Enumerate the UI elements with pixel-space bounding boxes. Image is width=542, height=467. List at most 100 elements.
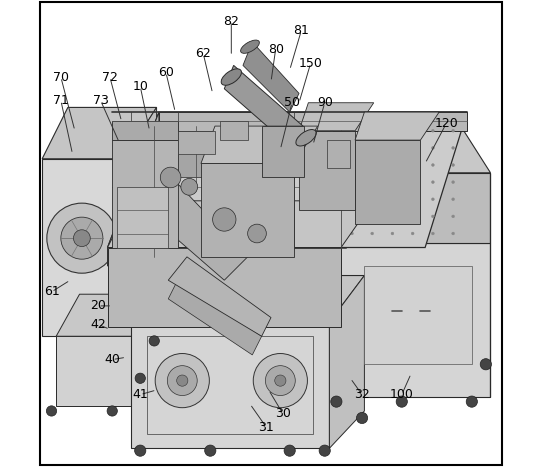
Circle shape	[391, 181, 394, 184]
Text: 90: 90	[317, 96, 333, 109]
Circle shape	[380, 203, 386, 208]
Circle shape	[135, 373, 145, 383]
Polygon shape	[159, 112, 467, 131]
Circle shape	[431, 198, 434, 201]
Bar	[327, 140, 350, 168]
Circle shape	[47, 203, 117, 273]
Circle shape	[391, 163, 394, 166]
Circle shape	[431, 163, 434, 166]
Circle shape	[451, 147, 455, 149]
Circle shape	[371, 163, 373, 166]
Circle shape	[269, 129, 273, 132]
Polygon shape	[201, 126, 318, 163]
Polygon shape	[285, 121, 491, 173]
Circle shape	[411, 163, 414, 166]
Circle shape	[160, 167, 181, 188]
Text: 60: 60	[158, 66, 174, 79]
Circle shape	[290, 129, 293, 132]
Circle shape	[269, 163, 273, 166]
Circle shape	[411, 147, 414, 149]
Circle shape	[391, 215, 394, 218]
Circle shape	[391, 232, 394, 235]
Circle shape	[431, 215, 434, 218]
Circle shape	[167, 366, 197, 396]
Circle shape	[411, 215, 414, 218]
Polygon shape	[107, 201, 374, 248]
Circle shape	[351, 198, 353, 201]
Polygon shape	[136, 294, 164, 406]
Circle shape	[351, 181, 353, 184]
Circle shape	[451, 163, 455, 166]
Polygon shape	[299, 103, 374, 131]
Polygon shape	[168, 257, 271, 336]
Polygon shape	[131, 276, 364, 322]
Circle shape	[330, 129, 333, 132]
Circle shape	[351, 163, 353, 166]
Circle shape	[290, 198, 293, 201]
Circle shape	[431, 147, 434, 149]
Polygon shape	[117, 187, 168, 248]
Polygon shape	[364, 266, 472, 364]
Circle shape	[330, 215, 333, 218]
Circle shape	[351, 147, 353, 149]
Circle shape	[290, 181, 293, 184]
Polygon shape	[330, 276, 364, 448]
Circle shape	[366, 203, 372, 208]
Text: 20: 20	[91, 299, 106, 312]
Polygon shape	[262, 126, 304, 177]
Polygon shape	[112, 140, 178, 248]
Circle shape	[451, 215, 455, 218]
Circle shape	[310, 215, 313, 218]
Polygon shape	[327, 243, 491, 397]
Polygon shape	[42, 107, 157, 159]
Ellipse shape	[296, 129, 316, 146]
Circle shape	[351, 129, 353, 132]
Circle shape	[371, 198, 373, 201]
Circle shape	[269, 198, 273, 201]
Circle shape	[391, 147, 394, 149]
Polygon shape	[168, 280, 262, 355]
Text: 10: 10	[132, 80, 148, 93]
Text: 120: 120	[434, 117, 458, 130]
Ellipse shape	[241, 40, 260, 53]
Circle shape	[275, 375, 286, 386]
Polygon shape	[201, 163, 294, 257]
Circle shape	[310, 181, 313, 184]
Ellipse shape	[221, 69, 241, 85]
Polygon shape	[107, 112, 467, 248]
Text: 73: 73	[93, 94, 108, 107]
Circle shape	[330, 163, 333, 166]
Circle shape	[290, 232, 293, 235]
Circle shape	[451, 232, 455, 235]
Circle shape	[269, 147, 273, 149]
Circle shape	[371, 181, 373, 184]
Circle shape	[331, 396, 342, 407]
Circle shape	[310, 198, 313, 201]
Text: 81: 81	[293, 24, 309, 37]
Circle shape	[134, 445, 146, 456]
Circle shape	[310, 232, 313, 235]
Circle shape	[391, 129, 394, 132]
Polygon shape	[124, 107, 157, 336]
Circle shape	[284, 445, 295, 456]
Circle shape	[351, 232, 353, 235]
Circle shape	[466, 396, 478, 407]
Circle shape	[253, 354, 307, 408]
Text: 100: 100	[390, 388, 414, 401]
Text: 72: 72	[102, 71, 118, 84]
Circle shape	[330, 181, 333, 184]
Polygon shape	[56, 294, 164, 336]
Text: 150: 150	[299, 57, 322, 70]
Polygon shape	[299, 131, 355, 210]
Text: 32: 32	[354, 388, 370, 401]
Circle shape	[451, 181, 455, 184]
Circle shape	[290, 215, 293, 218]
Circle shape	[391, 198, 394, 201]
Text: 40: 40	[104, 353, 120, 366]
Polygon shape	[355, 112, 439, 140]
Text: 30: 30	[275, 407, 291, 420]
Circle shape	[177, 375, 188, 386]
Text: 50: 50	[284, 96, 300, 109]
Circle shape	[269, 215, 273, 218]
Circle shape	[47, 406, 57, 416]
